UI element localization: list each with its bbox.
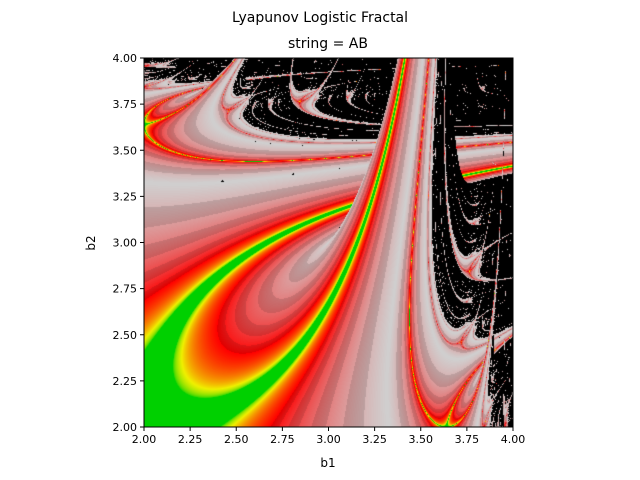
y-tick-label: 3.00 [113,237,138,250]
x-axis: 2.00 2.25 2.50 2.75 3.00 3.25 3.50 3.75 4.00 [132,427,526,446]
x-tick-label: 3.50 [409,433,434,446]
y-tick-label: 2.00 [113,421,138,434]
x-tick-label: 2.50 [224,433,249,446]
x-tick-label: 3.00 [316,433,341,446]
y-tick-label: 4.00 [113,52,138,65]
y-tick-label: 3.25 [113,190,138,203]
x-axis-label: b1 [320,456,335,470]
chart-title: string = AB [288,36,368,52]
x-tick-label: 2.00 [132,433,157,446]
y-tick-label: 2.50 [113,329,138,342]
plot-frame [143,57,514,428]
y-tick-label: 2.75 [113,283,138,296]
lyapunov-heatmap [144,58,513,427]
x-tick-label: 3.75 [455,433,480,446]
y-axis: 2.00 2.25 2.50 2.75 3.00 3.25 3.50 3.75 4.00 [113,52,144,434]
y-tick-label: 3.75 [113,98,138,111]
x-tick-label: 2.25 [178,433,203,446]
x-tick-label: 3.25 [362,433,387,446]
y-tick-label: 3.50 [113,144,138,157]
y-axis-label: b2 [84,235,98,250]
figure-suptitle: Lyapunov Logistic Fractal [232,10,408,26]
x-tick-label: 4.00 [501,433,526,446]
x-tick-label: 2.75 [270,433,295,446]
y-tick-label: 2.25 [113,375,138,388]
